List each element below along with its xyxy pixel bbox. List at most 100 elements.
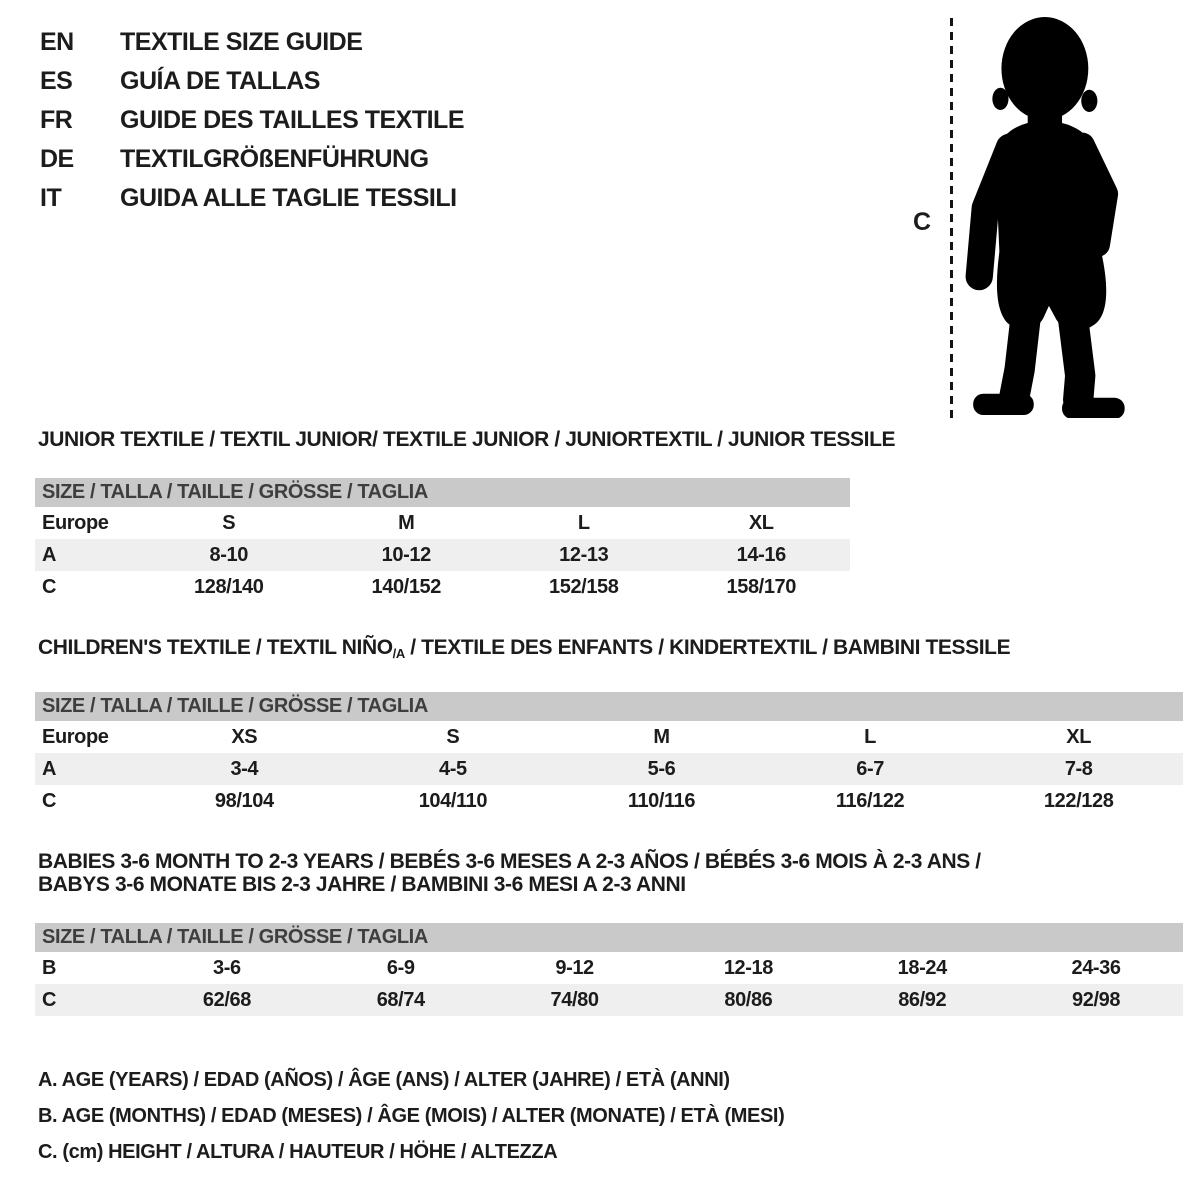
row-label: C	[42, 988, 57, 1011]
height-measure-label: C	[913, 208, 932, 236]
table-cell: 158/170	[726, 575, 797, 598]
table-cell: 12-13	[559, 543, 609, 566]
language-code: EN	[40, 28, 74, 56]
table-cell: 24-36	[1071, 956, 1121, 979]
table-cell: 116/122	[835, 789, 905, 812]
language-guide-title: TEXTILE SIZE GUIDE	[120, 28, 363, 56]
table-cell: 74/80	[550, 988, 599, 1011]
height-measure-figure: C	[905, 6, 1175, 424]
language-code: DE	[40, 145, 74, 173]
size-guide-content: JUNIOR TEXTILE / TEXTIL JUNIOR/ TEXTILE …	[35, 428, 1183, 1170]
legend-line: A. AGE (YEARS) / EDAD (AÑOS) / ÂGE (ANS)…	[38, 1069, 730, 1091]
table-cell: XS	[231, 725, 258, 748]
language-guide-title: GUÍA DE TALLAS	[120, 67, 320, 95]
language-row: ES GUÍA DE TALLAS	[40, 67, 464, 96]
language-guide-title: TEXTILGRÖßENFÜHRUNG	[120, 145, 429, 173]
title-text: CHILDREN'S TEXTILE / TEXTIL NIÑO	[38, 636, 393, 659]
table-cell: 104/110	[418, 789, 488, 812]
size-section: JUNIOR TEXTILE / TEXTIL JUNIOR/ TEXTILE …	[35, 428, 1183, 603]
row-label: C	[42, 575, 57, 598]
height-dashed-line	[950, 18, 953, 418]
size-table: SIZE / TALLA / TAILLE / GRÖSSE / TAGLIA E…	[35, 692, 1183, 817]
table-cell: 5-6	[647, 757, 676, 780]
language-code: FR	[40, 106, 73, 134]
table-row: Europe S M L XL	[35, 507, 850, 539]
table-cell: 86/92	[898, 988, 947, 1011]
legend-line: B. AGE (MONTHS) / EDAD (MESES) / ÂGE (MO…	[38, 1105, 785, 1127]
table-cell: S	[446, 725, 460, 748]
table-cell: 14-16	[736, 543, 787, 566]
language-row: IT GUIDA ALLE TAGLIE TESSILI	[40, 184, 464, 213]
language-guide-title: GUIDA ALLE TAGLIE TESSILI	[120, 184, 457, 212]
table-cell: 152/158	[549, 575, 619, 598]
table-cell: 8-10	[209, 543, 249, 566]
table-row: A 8-10 10-12 12-13 14-16	[35, 539, 850, 571]
language-code: IT	[40, 184, 62, 212]
table-cell: S	[222, 511, 236, 534]
table-cell: M	[398, 511, 415, 534]
table-cell: 80/86	[724, 988, 773, 1011]
title-text: JUNIOR TEXTILE / TEXTIL JUNIOR/ TEXTILE …	[38, 428, 896, 451]
title-text: BABIES 3-6 MONTH TO 2-3 YEARS / BEBÉS 3-…	[38, 850, 981, 873]
table-cell: 4-5	[439, 757, 467, 780]
table-cell: 3-6	[213, 956, 241, 979]
size-table: SIZE / TALLA / TAILLE / GRÖSSE / TAGLIA E…	[35, 478, 850, 603]
table-cell: 12-18	[723, 956, 774, 979]
language-row: FR GUIDE DES TAILLES TEXTILE	[40, 106, 465, 135]
table-cell: 92/98	[1072, 988, 1121, 1011]
size-section: CHILDREN'S TEXTILE / TEXTIL NIÑO/A / TEX…	[35, 636, 1183, 817]
table-row: B 3-6 6-9 9-12 12-18 18-24 24-36	[35, 952, 1183, 984]
table-cell: 7-8	[1064, 757, 1093, 780]
table-row: C 62/68 68/74 74/80 80/86 86/92 92/98	[35, 984, 1183, 1016]
table-cell: L	[864, 725, 876, 748]
section-title: BABIES 3-6 MONTH TO 2-3 YEARS / BEBÉS 3-…	[38, 850, 1183, 873]
table-cell: 18-24	[897, 956, 948, 979]
section-title: BABYS 3-6 MONATE BIS 2-3 JAHRE / BAMBINI…	[38, 873, 1183, 896]
table-cell: 128/140	[194, 575, 264, 598]
table-cell: 68/74	[376, 988, 425, 1011]
table-row: C 98/104 104/110 110/116 116/122 122/128	[35, 785, 1183, 817]
language-row: EN TEXTILE SIZE GUIDE	[40, 28, 464, 57]
table-cell: 98/104	[214, 789, 274, 812]
table-cell: 6-9	[386, 956, 415, 979]
table-cell: 62/68	[202, 988, 251, 1011]
table-row: A 3-4 4-5 5-6 6-7 7-8	[35, 753, 1183, 785]
language-list: EN TEXTILE SIZE GUIDE ES GUÍA DE TALLAS FR GU…	[40, 28, 465, 223]
size-table: SIZE / TALLA / TAILLE / GRÖSSE / TAGLIA B…	[35, 923, 1183, 1016]
size-header-bar: SIZE / TALLA / TAILLE / GRÖSSE / TAGLIA	[35, 478, 850, 507]
row-label: A	[42, 757, 57, 780]
row-label: C	[42, 789, 57, 812]
measurement-legend: A. AGE (YEARS) / EDAD (AÑOS) / ÂGE (ANS)…	[38, 1062, 1183, 1170]
table-cell: 140/152	[371, 575, 442, 598]
row-label: Europe	[42, 725, 109, 748]
size-header-bar: SIZE / TALLA / TAILLE / GRÖSSE / TAGLIA	[35, 692, 1183, 721]
section-title: CHILDREN'S TEXTILE / TEXTIL NIÑO/A / TEX…	[38, 636, 1183, 665]
table-cell: L	[577, 511, 590, 534]
table-cell: 110/116	[627, 789, 696, 812]
size-header-bar: SIZE / TALLA / TAILLE / GRÖSSE / TAGLIA	[35, 923, 1183, 952]
title-text: BABYS 3-6 MONATE BIS 2-3 JAHRE / BAMBINI…	[38, 873, 686, 896]
section-title: JUNIOR TEXTILE / TEXTIL JUNIOR/ TEXTILE …	[38, 428, 1183, 451]
language-row: DE TEXTILGRÖßENFÜHRUNG	[40, 145, 464, 174]
table-row: C 128/140 140/152 152/158 158/170	[35, 571, 850, 603]
row-label: A	[42, 543, 57, 566]
table-cell: 9-12	[555, 956, 594, 979]
table-cell: 6-7	[856, 757, 884, 780]
size-section: BABIES 3-6 MONTH TO 2-3 YEARS / BEBÉS 3-…	[35, 850, 1183, 1016]
row-label: B	[42, 956, 57, 979]
table-cell: 10-12	[381, 543, 432, 566]
table-cell: XL	[1066, 725, 1092, 748]
toddler-silhouette-icon	[965, 17, 1125, 418]
legend-line: C. (cm) HEIGHT / ALTURA / HAUTEUR / HÖHE…	[38, 1141, 558, 1163]
language-code: ES	[40, 67, 73, 95]
language-guide-title: GUIDE DES TAILLES TEXTILE	[120, 106, 465, 134]
title-subscript: /A	[392, 646, 406, 661]
size-sections: JUNIOR TEXTILE / TEXTIL JUNIOR/ TEXTILE …	[35, 428, 1183, 1016]
row-label: Europe	[42, 511, 109, 534]
table-cell: M	[653, 725, 670, 748]
table-cell: XL	[748, 511, 774, 534]
title-text: / TEXTILE DES ENFANTS / KINDERTEXTIL / B…	[404, 636, 1011, 659]
table-row: Europe XS S M L XL	[35, 721, 1183, 753]
table-cell: 3-4	[230, 757, 259, 780]
table-cell: 122/128	[1043, 789, 1114, 812]
